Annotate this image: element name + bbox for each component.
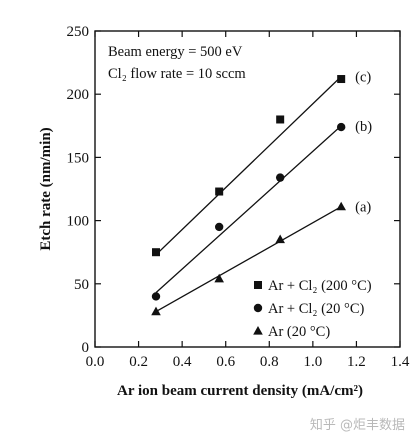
legend-markers: [253, 281, 263, 335]
plot-frame: [94, 30, 401, 348]
x-tick-label: 0.0: [86, 354, 105, 370]
x-tick-label: 1.2: [347, 354, 366, 370]
y-tick-label: 250: [67, 24, 90, 40]
x-tick-label: 1.0: [303, 354, 322, 370]
legend-marker-a: [253, 326, 263, 335]
data-point-b: [214, 222, 224, 232]
annotation-beam-energy: Beam energy = 500 eV: [108, 44, 243, 60]
data-point-c: [152, 248, 160, 257]
curve-label-a: (a): [355, 200, 371, 216]
fit-line-a: [155, 206, 342, 313]
data-point-c: [276, 115, 285, 124]
axes: 0.0 0.2 0.4 0.6 0.8 1.0 1.2 1.4 0 50 100 150 200 250: [67, 24, 410, 370]
fit-lines: [155, 76, 342, 313]
curve-label-c: (c): [355, 70, 371, 86]
data-point-c: [337, 75, 346, 84]
watermark: 知乎 @炬丰数据: [309, 418, 405, 433]
series-labels: (c) (b) (a): [355, 70, 372, 216]
y-tick-label: 100: [67, 214, 90, 230]
fit-line-c: [155, 76, 342, 256]
data-point-b: [336, 122, 346, 132]
data-point-c: [215, 187, 224, 196]
y-tick-label: 50: [74, 277, 89, 293]
data-point-a: [336, 201, 346, 211]
curve-label-b: (b): [355, 119, 372, 135]
x-tick-label: 0.8: [260, 354, 279, 370]
fit-line-b: [155, 125, 342, 294]
legend-label-a: Ar (20 °C): [268, 324, 330, 340]
legend: Ar + Cl₂ (200 °C) Ar + Cl₂ (20 °C) Ar (2…: [253, 278, 372, 340]
legend-label-c: Ar + Cl₂ (200 °C): [268, 278, 372, 294]
x-axis-title: Ar ion beam current density (mA/cm²): [117, 383, 363, 399]
legend-label-b: Ar + Cl₂ (20 °C): [268, 301, 365, 317]
legend-marker-c: [254, 281, 262, 289]
legend-marker-b: [253, 303, 263, 313]
y-tick-label: 0: [82, 340, 90, 356]
x-tick-label: 0.2: [129, 354, 148, 370]
data-point-b: [151, 292, 161, 301]
data-point-a: [151, 306, 161, 316]
x-tick-label: 0.6: [216, 354, 235, 370]
data-point-a: [275, 234, 285, 244]
x-tick-label: 0.4: [173, 354, 192, 370]
annotation-box: Beam energy = 500 eV Cl₂ flow rate = 10 …: [108, 44, 246, 82]
data-point-a: [214, 273, 224, 283]
data-markers: [151, 75, 346, 316]
data-point-b: [275, 173, 285, 182]
y-tick-label: 200: [67, 87, 90, 103]
x-tick-label: 1.4: [391, 354, 410, 370]
y-axis-title: Etch rate (nm/min): [38, 127, 54, 250]
annotation-flow-rate: Cl₂ flow rate = 10 sccm: [108, 66, 246, 82]
y-tick-label: 150: [67, 150, 90, 166]
